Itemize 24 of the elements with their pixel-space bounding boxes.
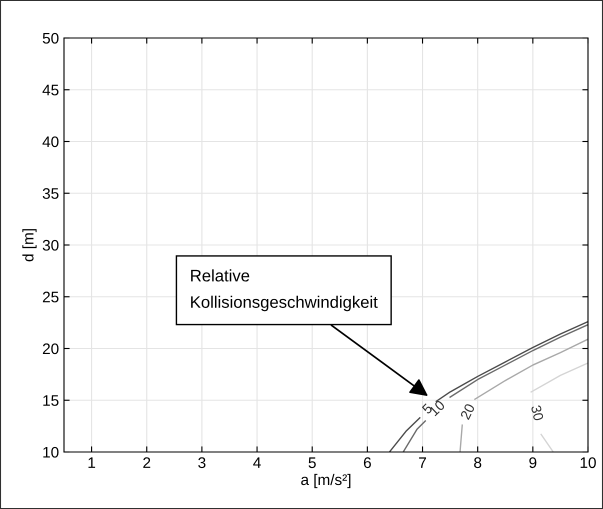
x-axis-title: a [m/s²]	[301, 474, 350, 488]
x-tick-label: 9	[529, 457, 536, 468]
x-tick-label: 8	[474, 457, 482, 468]
annotation: Relative Kollisionsgeschwindigkeit	[191, 269, 378, 312]
y-tick-label: 25	[42, 292, 58, 302]
y-tick-label: 45	[42, 84, 58, 96]
x-tick-label: 5	[308, 457, 316, 468]
x-tick-label: 6	[364, 457, 371, 468]
x-tick-label: 2	[143, 457, 150, 468]
y-axis-title: d [m]	[22, 229, 37, 262]
y-tick-label: 20	[42, 343, 59, 354]
x-tick-label: 3	[198, 457, 206, 468]
y-tick-label: 40	[42, 136, 59, 148]
y-tick-label: 35	[42, 188, 58, 199]
y-tick-label: 10	[43, 446, 59, 458]
x-tick-label: 4	[253, 457, 261, 468]
y-tick-label: 15	[43, 395, 58, 406]
text: 30	[530, 404, 544, 422]
y-tick-label: 30	[42, 240, 59, 251]
y-tick-label: 50	[42, 32, 59, 44]
x-tick-label: 7	[419, 457, 426, 468]
x-tick-label: 1	[88, 457, 96, 468]
text: 20	[460, 403, 476, 420]
x-tick-label: 10	[580, 457, 596, 468]
